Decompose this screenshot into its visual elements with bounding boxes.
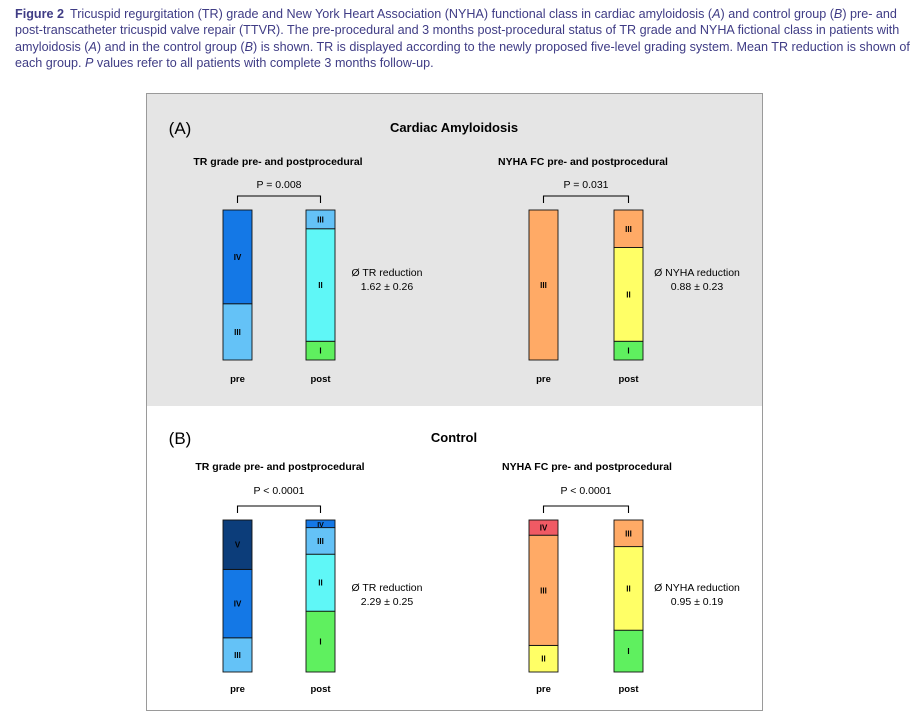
chart-title: NYHA FC pre- and postprocedural (502, 461, 672, 473)
bar-segment-pre-IV (222, 568, 253, 639)
reduction-label: Ø NYHA reduction (654, 582, 740, 594)
bar-segment-post-III (613, 519, 644, 548)
segment-label: III (625, 225, 632, 234)
bar-segment-post-II (613, 546, 644, 631)
segment-label: IV (234, 253, 242, 262)
bar-segment-post-I (305, 610, 336, 673)
pvalue-label: P = 0.031 (563, 179, 608, 191)
caption-run: B (244, 39, 254, 54)
pvalue-label: P < 0.0001 (561, 485, 612, 497)
chart-title: TR grade pre- and postprocedural (195, 461, 364, 473)
bar-segment-pre-V (222, 519, 253, 570)
reduction-value: 2.29 ± 0.25 (361, 596, 414, 608)
category-label: pre (536, 374, 551, 385)
segment-label: II (318, 579, 322, 588)
category-label: pre (230, 684, 245, 695)
category-label: pre (536, 684, 551, 695)
segment-label: II (318, 281, 322, 290)
reduction-value: 0.95 ± 0.19 (671, 596, 724, 608)
panel-title: Control (431, 430, 477, 445)
bar-segment-post-III (305, 209, 336, 230)
caption-run: Tricuspid regurgitation (TR) grade and N… (70, 7, 713, 21)
caption-run: ) is shown. TR is displayed according to… (15, 39, 910, 71)
caption-text: Tricuspid regurgitation (TR) grade and N… (15, 7, 910, 70)
category-label: post (618, 684, 639, 695)
pvalue-label: P < 0.0001 (254, 485, 305, 497)
caption-run: ) pre- and post-transcatheter tricuspid … (15, 7, 900, 54)
pvalue-label: P = 0.008 (256, 179, 301, 191)
segment-label: III (540, 281, 547, 290)
reduction-label: Ø NYHA reduction (654, 267, 740, 279)
segment-label: I (319, 638, 321, 647)
segment-label: III (317, 537, 324, 546)
reduction-value: 1.62 ± 0.26 (361, 281, 414, 293)
bar-segment-post-IV (305, 519, 336, 529)
caption-run: A (88, 39, 97, 54)
category-label: pre (230, 374, 245, 385)
pvalue-bracket (542, 505, 630, 513)
segment-label: IV (234, 600, 242, 609)
figure-panel-frame: (A) Cardiac Amyloidosis TR grade pre- and … (146, 93, 763, 711)
chart-title: TR grade pre- and postprocedural (193, 156, 362, 168)
bar-segment-pre-III (222, 637, 253, 673)
bar-segment-pre-III (528, 209, 559, 361)
segment-label: V (235, 541, 241, 550)
segment-label: IV (317, 522, 324, 529)
segment-label: III (625, 529, 632, 538)
bar-segment-post-I (613, 629, 644, 673)
segment-label: I (627, 347, 629, 356)
bar-segment-pre-IV (528, 519, 559, 536)
bar-segment-pre-II (528, 644, 559, 673)
caption-run: B (833, 7, 843, 21)
chart-title: NYHA FC pre- and postprocedural (498, 156, 668, 168)
caption-run: ) and control group ( (720, 7, 834, 21)
bar-segment-post-III (613, 209, 644, 248)
caption-run: values refer to all patients with comple… (93, 56, 434, 71)
caption-run: ) and in the control group ( (96, 39, 245, 54)
panel-letter: (B) (169, 429, 192, 448)
segment-label: IV (540, 524, 548, 533)
segment-label: II (541, 655, 545, 664)
segment-label: II (626, 584, 630, 593)
bar-segment-post-III (305, 527, 336, 555)
reduction-label: Ø TR reduction (351, 582, 422, 594)
panel-letter: (A) (169, 119, 192, 138)
pvalue-bracket (542, 195, 630, 203)
segment-label: I (627, 647, 629, 656)
category-label: post (310, 684, 331, 695)
category-label: post (618, 374, 639, 385)
segment-label: III (317, 215, 324, 224)
bar-segment-pre-IV (222, 209, 253, 305)
pvalue-bracket (236, 195, 322, 203)
pvalue-bracket (236, 505, 322, 513)
segment-label: I (319, 347, 321, 356)
figure-label: Figure 2 (15, 7, 64, 21)
caption-run: A (712, 7, 721, 21)
segment-label: III (540, 586, 547, 595)
bar-segment-pre-III (528, 534, 559, 646)
caption-run: P (85, 56, 94, 71)
reduction-value: 0.88 ± 0.23 (671, 281, 724, 293)
chart-canvas: (A) Cardiac Amyloidosis TR grade pre- and … (169, 119, 740, 695)
reduction-label: Ø TR reduction (351, 267, 422, 279)
bar-segment-pre-III (222, 303, 253, 361)
figure-caption: Figure 2 Tricuspid regurgitation (TR) gra… (15, 6, 910, 72)
segment-label: III (234, 328, 241, 337)
segment-label: III (234, 651, 241, 660)
category-label: post (310, 374, 331, 385)
segment-label: II (626, 290, 630, 299)
panel-title: Cardiac Amyloidosis (390, 120, 518, 135)
